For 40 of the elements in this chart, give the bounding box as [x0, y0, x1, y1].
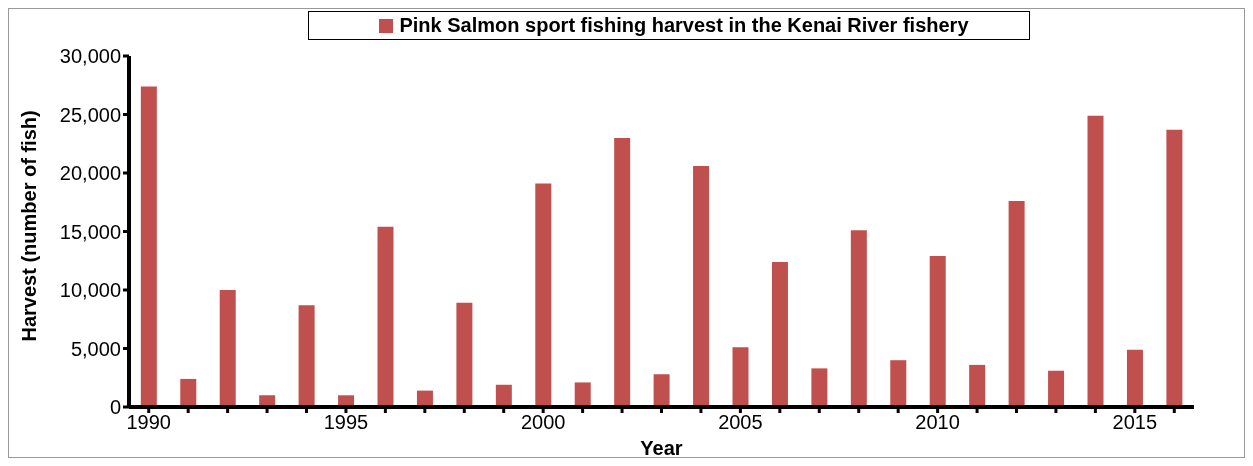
bar — [219, 290, 236, 407]
y-axis-title: Harvest (number of fish) — [18, 110, 41, 342]
y-tick-label: 20,000 — [59, 162, 121, 185]
bar — [771, 261, 788, 407]
x-tick-label: 2005 — [718, 411, 763, 434]
bar — [1087, 115, 1104, 407]
bar — [1126, 349, 1143, 407]
bar — [535, 183, 552, 407]
bar — [732, 347, 749, 407]
bar — [377, 226, 394, 407]
x-tick-label: 1990 — [126, 411, 171, 434]
bar — [1008, 201, 1025, 407]
bar — [653, 374, 670, 407]
bar — [693, 165, 710, 407]
bar — [969, 364, 986, 407]
bar — [140, 86, 157, 407]
bar — [1166, 129, 1183, 407]
x-tick-label: 2000 — [520, 411, 566, 434]
bar — [180, 378, 197, 407]
bar — [811, 368, 828, 407]
bar — [614, 137, 631, 407]
legend-label: Pink Salmon sport fishing harvest in the Kenai River fishery — [399, 14, 969, 37]
y-tick-label: 10,000 — [59, 279, 121, 302]
x-tick-label: 2010 — [915, 411, 960, 434]
x-axis-title: Year — [640, 437, 683, 459]
bar — [890, 360, 907, 407]
y-tick-label: 5,000 — [70, 337, 121, 360]
y-tick-label: 25,000 — [59, 103, 121, 126]
bar — [495, 384, 512, 407]
bar — [1048, 370, 1065, 407]
bar — [456, 302, 473, 407]
x-tick-label: 2015 — [1112, 411, 1158, 434]
bar — [929, 256, 946, 407]
y-tick-label: 0 — [109, 396, 121, 419]
x-tick-label: 1995 — [323, 411, 369, 434]
y-tick-label: 30,000 — [59, 45, 121, 68]
bar — [574, 382, 591, 407]
y-tick-label: 15,000 — [59, 220, 121, 243]
bar — [850, 230, 867, 407]
bar — [298, 305, 315, 407]
